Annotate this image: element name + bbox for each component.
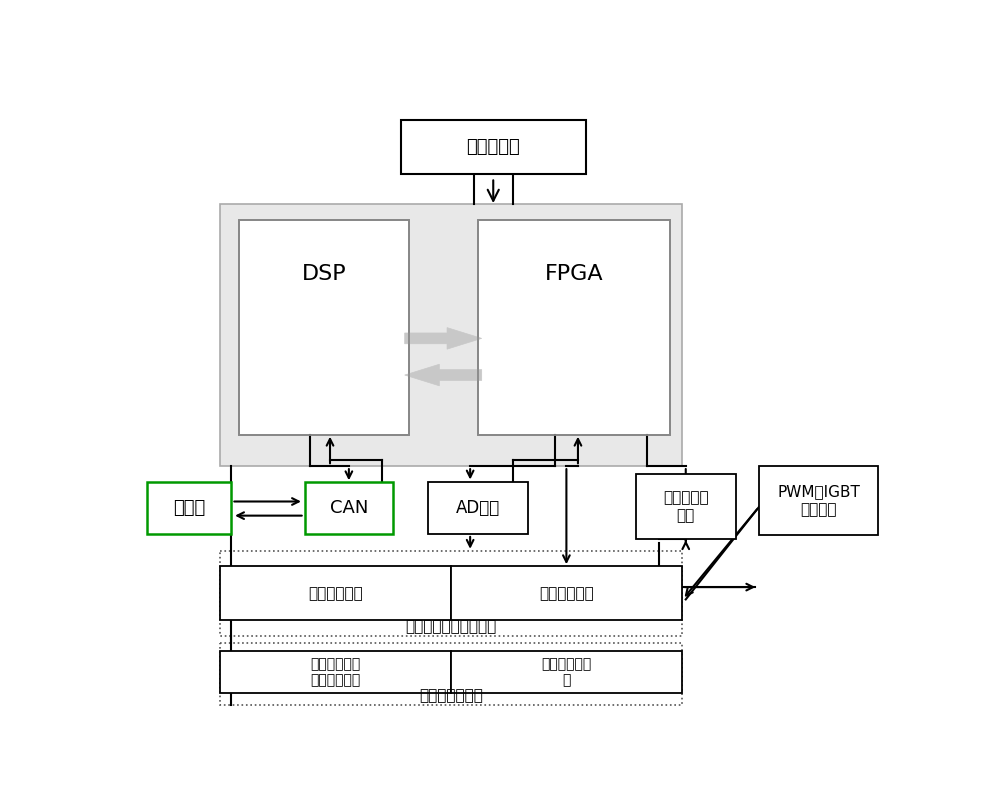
Text: DSP: DSP bbox=[302, 264, 346, 283]
Bar bbox=[451, 566, 682, 620]
Bar bbox=[305, 481, 393, 534]
Bar bbox=[220, 643, 682, 705]
Text: PWM和IGBT
故障信号: PWM和IGBT 故障信号 bbox=[777, 485, 860, 517]
Polygon shape bbox=[405, 328, 482, 349]
Bar bbox=[220, 651, 451, 693]
Text: 继电器控制
信号: 继电器控制 信号 bbox=[663, 490, 709, 522]
Text: 主电路信号采集: 主电路信号采集 bbox=[419, 688, 483, 703]
Bar bbox=[478, 220, 670, 436]
Bar bbox=[636, 474, 736, 539]
Bar bbox=[451, 651, 682, 693]
Bar bbox=[428, 481, 528, 534]
Bar bbox=[239, 220, 409, 436]
Text: 电压、电流、
温度采集信号: 电压、电流、 温度采集信号 bbox=[310, 657, 361, 687]
Text: CAN: CAN bbox=[330, 499, 368, 517]
Text: 状态量采集信
号: 状态量采集信 号 bbox=[541, 657, 592, 687]
Text: 模拟电路部分: 模拟电路部分 bbox=[308, 586, 363, 601]
Bar bbox=[220, 551, 682, 636]
Text: 上位机: 上位机 bbox=[173, 499, 205, 517]
Bar bbox=[478, 220, 670, 436]
Bar bbox=[759, 466, 878, 535]
Text: 电源板电源: 电源板电源 bbox=[466, 138, 520, 155]
Text: 模拟数字信号调理电路: 模拟数字信号调理电路 bbox=[405, 619, 497, 634]
Bar bbox=[220, 566, 451, 620]
Bar bbox=[147, 481, 231, 534]
Bar bbox=[220, 204, 682, 466]
Text: 数字电路部分: 数字电路部分 bbox=[539, 586, 594, 601]
Polygon shape bbox=[405, 364, 482, 386]
Bar bbox=[401, 120, 586, 174]
Text: AD转换: AD转换 bbox=[456, 499, 500, 517]
Text: FPGA: FPGA bbox=[545, 264, 603, 283]
Bar bbox=[239, 220, 409, 436]
